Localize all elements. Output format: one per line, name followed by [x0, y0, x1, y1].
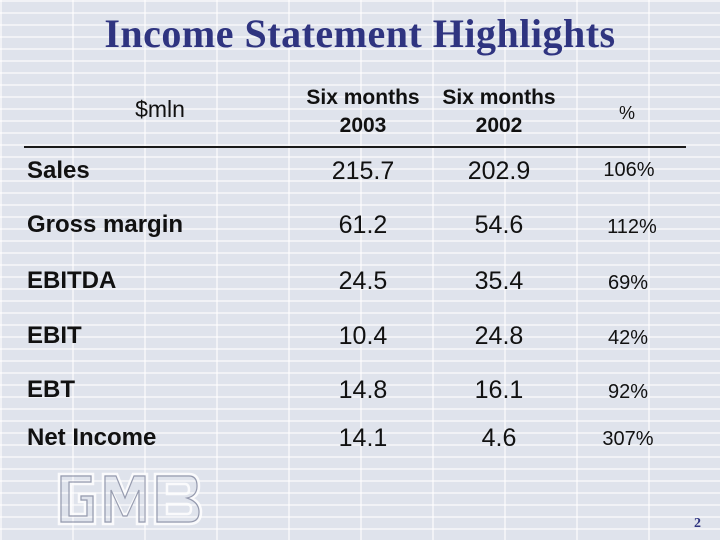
value-pct: 42% — [607, 327, 649, 349]
table-row: EBITDA 24.5 35.4 69% — [0, 267, 720, 307]
value-pct: 307% — [602, 428, 654, 450]
table-row: Net Income 14.1 4.6 307% — [0, 424, 720, 464]
table-row: EBT 14.8 16.1 92% — [0, 376, 720, 416]
value-2003: 14.8 — [338, 376, 388, 404]
col-2003-header-line1: Six months — [306, 86, 420, 109]
unit-header: $mln — [135, 96, 185, 122]
value-2003: 14.1 — [338, 424, 388, 452]
table-row: EBIT 10.4 24.8 42% — [0, 322, 720, 362]
table-row: Gross margin 61.2 54.6 112% — [0, 211, 720, 251]
row-label: EBITDA — [27, 267, 117, 294]
company-logo — [57, 472, 203, 526]
row-label: EBIT — [27, 322, 82, 349]
row-label: Gross margin — [27, 211, 184, 238]
value-2002: 16.1 — [474, 376, 524, 404]
value-2002: 202.9 — [467, 157, 531, 185]
value-pct: 69% — [607, 272, 649, 294]
page-number: 2 — [694, 516, 701, 531]
value-2002: 24.8 — [474, 322, 524, 350]
value-pct: 112% — [607, 216, 657, 238]
row-label: EBT — [27, 376, 75, 403]
row-label: Sales — [27, 157, 90, 184]
row-label: Net Income — [27, 424, 157, 451]
value-pct: 106% — [603, 159, 655, 181]
col-2003-header-line2: 2003 — [339, 114, 387, 137]
value-2002: 54.6 — [474, 211, 524, 239]
header-divider — [24, 146, 686, 148]
pct-header: % — [618, 103, 635, 123]
value-2002: 35.4 — [474, 267, 524, 295]
col-2002-header-line1: Six months — [442, 86, 556, 109]
value-2003: 215.7 — [331, 157, 395, 185]
table-row: Sales 215.7 202.9 106% — [0, 157, 720, 197]
value-2002: 4.6 — [481, 424, 517, 452]
value-2003: 61.2 — [338, 211, 388, 239]
col-2002-header-line2: 2002 — [475, 114, 523, 137]
value-2003: 10.4 — [338, 322, 388, 350]
value-pct: 92% — [607, 381, 649, 403]
slide-title: Income Statement Highlights — [104, 11, 616, 56]
value-2003: 24.5 — [338, 267, 388, 295]
